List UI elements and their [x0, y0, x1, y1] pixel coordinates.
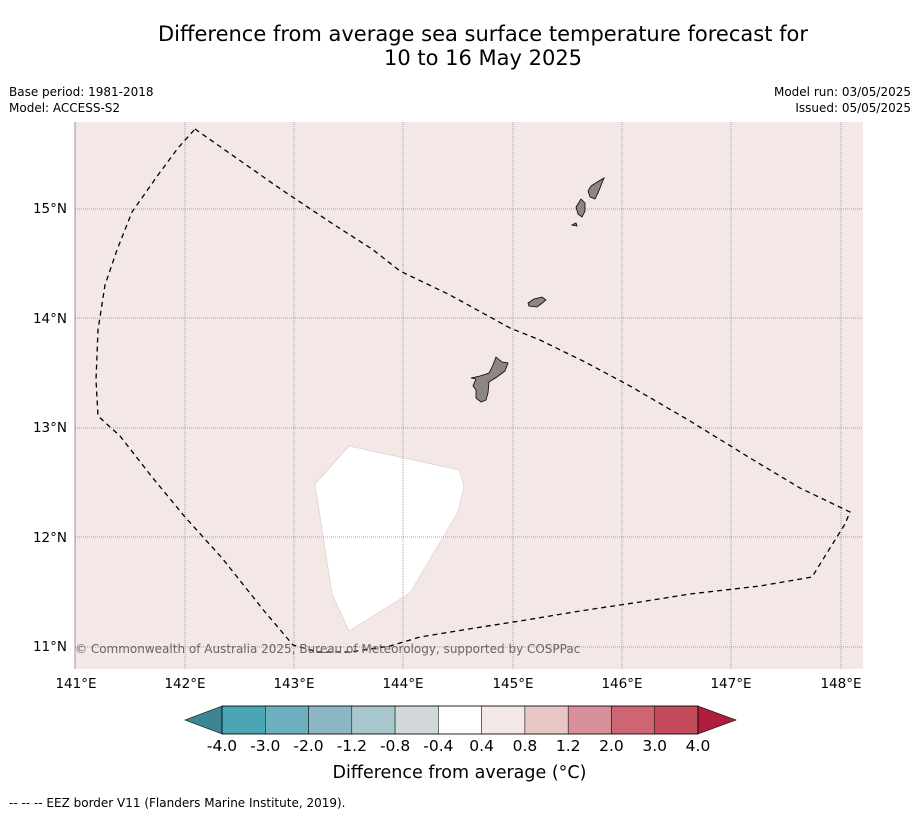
meta-left: Base period: 1981-2018 Model: ACCESS-S2 [9, 84, 154, 116]
colorbar-tick-label: 0.8 [513, 737, 538, 755]
lon-label: 142°E [164, 676, 205, 692]
colorbar-tick-label: -3.0 [250, 737, 280, 755]
colorbar-cell [351, 705, 396, 735]
lon-label: 147°E [710, 676, 751, 692]
graticule [75, 122, 863, 669]
colorbar-over-triangle [697, 705, 737, 735]
colorbar-cell [654, 705, 699, 735]
meta-right: Model run: 03/05/2025 Issued: 05/05/2025 [774, 84, 911, 116]
lat-label: 11°N [33, 639, 67, 655]
lat-label: 15°N [33, 201, 67, 217]
island-saipan [587, 177, 605, 200]
island-guam [470, 356, 509, 403]
colorbar-cell [221, 705, 266, 735]
colorbar-cell [611, 705, 655, 735]
colorbar-cell [567, 705, 612, 735]
model-name: Model: ACCESS-S2 [9, 101, 121, 115]
colorbar-tick-label: -2.0 [293, 737, 323, 755]
island-aguijan [570, 222, 578, 227]
colorbar-tick-label: 4.0 [686, 737, 711, 755]
colorbar-cell [308, 705, 353, 735]
issued-date: Issued: 05/05/2025 [795, 101, 911, 115]
lat-label: 13°N [33, 420, 67, 436]
colorbar-frame [221, 705, 699, 735]
model-run: Model run: 03/05/2025 [773, 85, 911, 99]
colorbar-tick-label: -0.8 [380, 737, 410, 755]
copyright-text: © Commonwealth of Australia 2025, Bureau… [75, 642, 580, 656]
colorbar-title: Difference from average (°C) [332, 763, 587, 783]
lon-label: 143°E [273, 676, 314, 692]
colorbar-cell [481, 705, 526, 735]
colorbar-tick-label: 2.0 [599, 737, 624, 755]
island-rota [527, 296, 547, 308]
lon-label: 146°E [601, 676, 642, 692]
lon-label: 144°E [382, 676, 423, 692]
colorbar-cell [265, 705, 309, 735]
colorbar-cell [394, 705, 439, 735]
colorbar-under-triangle [184, 705, 223, 735]
map-title: Difference from average sea surface temp… [0, 22, 919, 70]
lon-label: 141°E [55, 676, 96, 692]
land-islands [470, 177, 605, 403]
colorbar: -4.0 -3.0 -2.0 -1.2 -0.8 -0.4 0.4 0.8 1.2 2.0 3.0 4… [184, 705, 737, 755]
lat-label: 12°N [33, 530, 67, 546]
colorbar-tick-label: -0.4 [423, 737, 453, 755]
colorbar-tick-label: -1.2 [337, 737, 367, 755]
lat-label: 14°N [33, 311, 67, 327]
colorbar-tick-label: -4.0 [207, 737, 237, 755]
lon-label: 145°E [492, 676, 533, 692]
colorbar-cell [438, 705, 482, 735]
colorbar-cell [524, 705, 569, 735]
colorbar-tick-label: 1.2 [556, 737, 581, 755]
eez-legend-footnote: -- -- -- EEZ border V11 (Flanders Marine… [9, 796, 346, 810]
title-line-2: 10 to 16 May 2025 [383, 46, 583, 70]
map-area [75, 122, 863, 669]
colorbar-tick-label: 0.4 [469, 737, 494, 755]
colorbar-tick-label: 3.0 [642, 737, 667, 755]
lon-labels: 141°E 142°E 143°E 144°E 145°E 146°E 147°… [55, 676, 861, 692]
lat-labels: 15°N 14°N 13°N 12°N 11°N [33, 201, 67, 655]
lon-label: 148°E [820, 676, 861, 692]
island-tinian [575, 198, 586, 218]
base-period: Base period: 1981-2018 [9, 85, 154, 99]
title-line-1: Difference from average sea surface temp… [158, 22, 808, 46]
neutral-anomaly-region [314, 445, 465, 632]
